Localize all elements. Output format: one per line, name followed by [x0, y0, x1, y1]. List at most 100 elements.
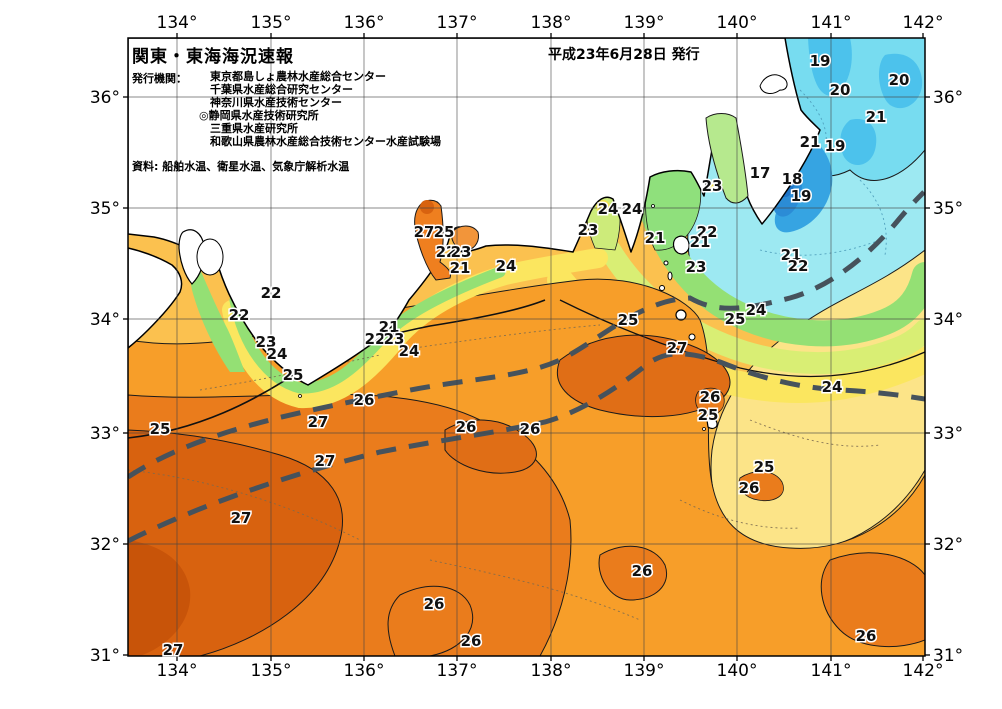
issuer-item: 千葉県水産総合研究センター: [210, 83, 353, 96]
sea-blob-19-top: [808, 38, 852, 96]
temp-label: 23: [702, 177, 723, 195]
issuer-list: 東京都島しょ農林水産総合センター 千葉県水産総合研究センター 神奈川県水産技術センタ…: [199, 70, 441, 148]
sea-blob-26-southeast: [820, 552, 925, 648]
temp-label: 22: [697, 223, 718, 241]
temp-label: 23: [384, 330, 405, 348]
temp-label: 26: [456, 418, 477, 436]
lon-label-top: 137°: [437, 13, 478, 33]
lat-label-left: 32°: [90, 535, 120, 555]
lat-label-right: 33°: [933, 424, 963, 444]
lat-label-right: 32°: [933, 535, 963, 555]
temp-label: 25: [754, 458, 775, 476]
lon-label-top: 140°: [717, 13, 758, 33]
temp-label: 21: [450, 259, 471, 277]
lon-label-bottom: 139°: [624, 661, 665, 681]
lon-label-top: 141°: [811, 13, 852, 33]
sea-blob-20-corner: [878, 53, 923, 109]
temp-label: 26: [461, 632, 482, 650]
issuer-item: 東京都島しょ農林水産総合センター: [210, 70, 386, 83]
temp-label: 25: [283, 366, 304, 384]
lon-label-bottom: 137°: [437, 661, 478, 681]
lon-label-bottom: 136°: [344, 661, 385, 681]
island-izu-oshima: [672, 235, 690, 255]
island-miyakejima: [675, 309, 687, 321]
map-layers: [128, 38, 925, 656]
ise-bay-head-spot: [420, 200, 434, 214]
land-honshu: [128, 38, 821, 386]
temp-label: 21: [866, 108, 887, 126]
lat-label-right: 31°: [933, 646, 963, 666]
temp-label: 22: [365, 330, 386, 348]
lon-label-top: 138°: [531, 13, 572, 33]
sea-blob-26-south-a: [387, 585, 474, 656]
island-niijima: [667, 271, 673, 281]
temp-label: 27: [414, 223, 435, 241]
temp-label: 26: [354, 391, 375, 409]
temp-label: 21: [690, 233, 711, 251]
axis-ticks: [123, 33, 930, 661]
lat-label-right: 35°: [933, 199, 963, 219]
suruga-head-spot: [596, 200, 610, 214]
temp-label: 25: [150, 420, 171, 438]
temp-label: 25: [434, 223, 455, 241]
temp-label: 24: [598, 200, 619, 218]
mikawa-bay: [451, 225, 479, 251]
temp-label: 27: [315, 452, 336, 470]
lat-label-left: 35°: [90, 199, 120, 219]
issuer-item: 和歌山県農林水産総合技術センター水産試験場: [210, 135, 441, 148]
island-mikurajima: [688, 333, 696, 341]
temp-label: 26: [424, 595, 445, 613]
tokyo-bay-spot: [708, 182, 718, 192]
temp-label: 24: [267, 345, 288, 363]
kuroshio-axis-north: [128, 190, 925, 480]
temp-label: 25: [698, 406, 719, 424]
band-22-green: [632, 172, 925, 347]
temp-label: 23: [578, 221, 599, 239]
sea-blob-26-center: [444, 419, 537, 474]
temp-label: 20: [830, 81, 851, 99]
land-awaji-island: [178, 229, 205, 285]
lat-label-left: 31°: [90, 646, 120, 666]
island-kojima: [702, 427, 706, 431]
kii-channel-green: [190, 258, 245, 372]
lat-label-left: 34°: [90, 310, 120, 330]
land-shikoku: [128, 247, 183, 349]
lat-label-left: 36°: [90, 88, 120, 108]
sea-blob-26-east-small: [738, 471, 784, 502]
temp-label: 21: [800, 133, 821, 151]
sea-region-27p5-core: [128, 540, 191, 656]
ise-bay: [414, 199, 451, 281]
lon-label-top: 142°: [903, 13, 944, 33]
temp-label: 23: [256, 333, 277, 351]
page-title: 関東・東海海況速報: [132, 47, 294, 67]
temp-label: 22: [788, 257, 809, 275]
temp-label: 22: [229, 306, 250, 324]
lon-label-bottom: 138°: [531, 661, 572, 681]
temp-label: 20: [889, 71, 910, 89]
lon-label-top: 136°: [344, 13, 385, 33]
island-kozushima: [659, 285, 665, 291]
island-hachijojima: [706, 417, 718, 429]
lon-label-bottom: 141°: [811, 661, 852, 681]
temp-label: 17: [750, 164, 771, 182]
temp-label: 26: [856, 627, 877, 645]
temp-label: 19: [791, 187, 812, 205]
sea-blob-26-hachijo: [695, 387, 725, 416]
map-frame: [127, 37, 926, 657]
lon-label-bottom: 134°: [157, 661, 198, 681]
temp-label: 25: [618, 311, 639, 329]
lat-label-left: 33°: [90, 424, 120, 444]
temp-label: 27: [667, 339, 688, 357]
temp-label: 27: [163, 641, 184, 659]
temp-label: 23: [686, 258, 707, 276]
lake-kasumigaura: [759, 74, 788, 94]
kuroshio-axis-south: [128, 351, 925, 544]
temp-label: 19: [825, 137, 846, 155]
lon-label-bottom: 142°: [903, 661, 944, 681]
temp-label: 24: [746, 301, 767, 319]
lat-label-right: 34°: [933, 310, 963, 330]
band-kii-yellow: [222, 248, 608, 409]
temp-label: 22: [261, 284, 282, 302]
